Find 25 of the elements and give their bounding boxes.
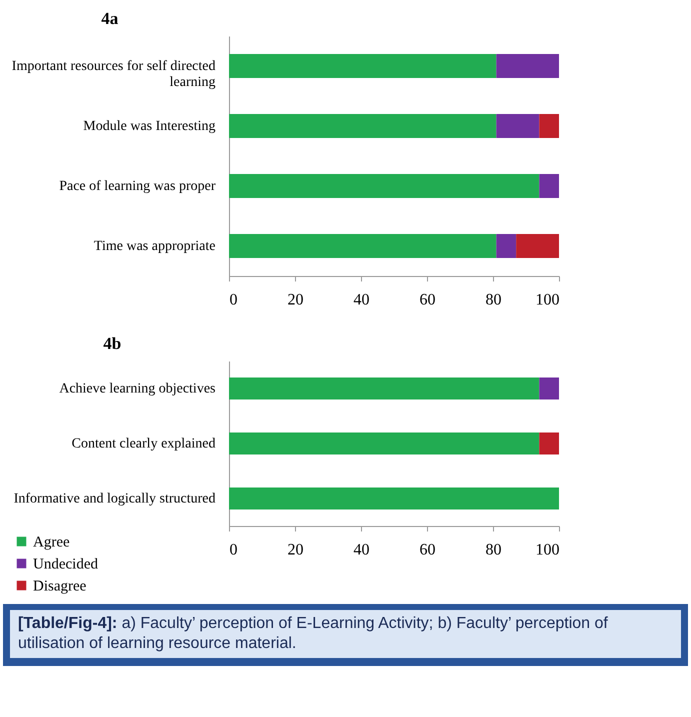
y-tick-label: Important resources for self directed learning	[12, 59, 216, 90]
x-tick-label: 20	[288, 542, 304, 558]
x-tick-label: 100	[536, 542, 560, 558]
legend-label: Agree	[33, 534, 70, 550]
x-tick-label: 80	[486, 292, 502, 308]
legend-label: Disagree	[33, 578, 87, 594]
x-tick-label: 20	[288, 292, 304, 308]
y-tick-label: Informative and logically structured	[14, 492, 216, 506]
x-tick-label: 40	[354, 542, 370, 558]
x-tick-label: 80	[486, 542, 502, 558]
text: [Table/Fig-4]: a) Faculty’ perception of E-Learning Activity; b) Faculty’ perception of utilisation of learning resource material.	[18, 615, 608, 652]
chart-title: 4a	[101, 9, 119, 28]
y-tick-label: Module was Interesting	[83, 119, 216, 134]
x-tick-label: 100	[536, 292, 560, 308]
y-tick-label: Pace of learning was proper	[59, 179, 216, 194]
x-tick-label: 60	[420, 292, 436, 308]
y-tick-label: Time was appropriate	[94, 239, 216, 254]
y-tick-label: Achieve learning objectives	[59, 382, 216, 396]
chart-title: 4b	[103, 334, 122, 353]
legend-label: Undecided	[33, 556, 98, 572]
y-tick-label: Content clearly explained	[72, 436, 216, 452]
x-tick-label: 0	[230, 292, 238, 308]
x-tick-label: 0	[230, 542, 238, 558]
x-tick-label: 40	[354, 292, 370, 308]
x-tick-label: 60	[420, 542, 436, 558]
